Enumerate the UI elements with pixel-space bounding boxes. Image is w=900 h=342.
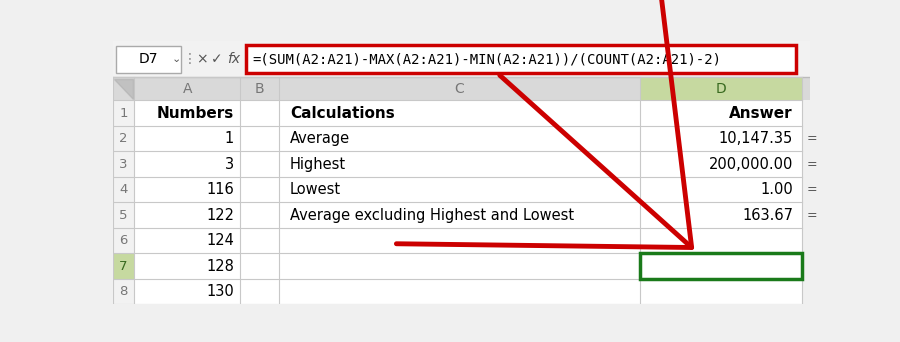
Text: Highest: Highest [290,157,346,172]
Bar [246,45,796,74]
Text: =: = [806,183,817,196]
Text: 200,000.00: 200,000.00 [708,157,793,172]
Text: 3: 3 [119,158,128,171]
Text: C: C [454,82,464,96]
Text: =: = [806,209,817,222]
Text: 6: 6 [119,234,128,247]
Text: 1.00: 1.00 [760,182,793,197]
Text: 163.67: 163.67 [742,208,793,223]
Text: Calculations: Calculations [290,106,395,121]
Text: 3: 3 [225,157,234,172]
Text: D: D [716,82,726,96]
Text: 124: 124 [206,233,234,248]
Bar [112,41,810,77]
Text: ×: × [196,52,208,66]
Bar [640,253,802,279]
Text: 163.67: 163.67 [742,259,793,274]
Polygon shape [114,79,132,99]
Text: D7: D7 [139,52,158,66]
Text: A: A [183,82,192,96]
Bar [112,253,134,279]
Text: 1: 1 [225,131,234,146]
Text: B: B [255,82,265,96]
Text: 4: 4 [119,183,128,196]
Text: ✓: ✓ [211,52,222,66]
Bar [112,100,134,304]
Text: 8: 8 [119,285,128,298]
Bar [640,77,802,100]
Text: 116: 116 [206,182,234,197]
Text: 2: 2 [119,132,128,145]
Text: 7: 7 [119,260,128,273]
Text: Average: Average [290,131,350,146]
Bar [134,100,802,304]
Text: Numbers: Numbers [157,106,234,121]
Text: =: = [806,158,817,171]
Text: =(SUM(A2:A21)-MAX(A2:A21)-MIN(A2:A21))/(COUNT(A2:A21)-2): =(SUM(A2:A21)-MAX(A2:A21)-MIN(A2:A21))/(… [252,52,721,66]
Bar [112,77,810,100]
Text: Answer: Answer [729,106,793,121]
Text: fx: fx [227,52,240,66]
Text: 10,147.35: 10,147.35 [719,131,793,146]
Text: 122: 122 [206,208,234,223]
Bar [115,46,181,73]
Text: Lowest: Lowest [290,182,341,197]
Text: 5: 5 [119,209,128,222]
Text: Average excluding Highest and Lowest: Average excluding Highest and Lowest [290,208,574,223]
Text: =: = [806,132,817,145]
Text: ⋮: ⋮ [183,52,196,66]
Text: ⌄: ⌄ [171,54,181,64]
Text: 130: 130 [206,284,234,299]
Text: 128: 128 [206,259,234,274]
Text: 1: 1 [119,107,128,120]
